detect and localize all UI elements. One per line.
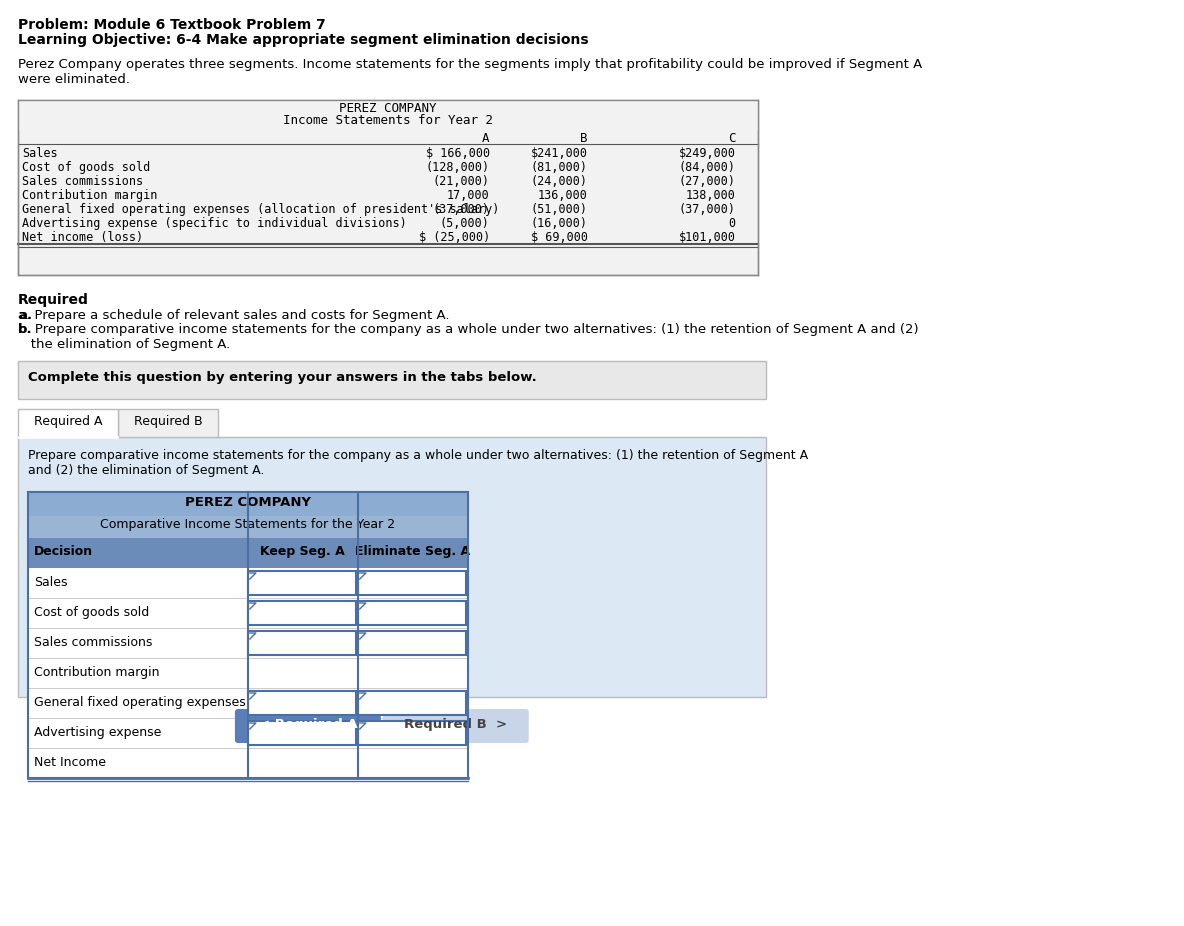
Bar: [358, 721, 465, 745]
Bar: [18, 100, 758, 275]
Bar: [18, 361, 766, 399]
Text: $249,000: $249,000: [678, 147, 735, 160]
Text: Required: Required: [18, 293, 89, 307]
Bar: [118, 409, 218, 437]
Text: Contribution margin: Contribution margin: [34, 666, 160, 679]
Text: Prepare comparative income statements for the company as a whole under two alter: Prepare comparative income statements fo…: [28, 449, 809, 477]
Text: 138,000: 138,000: [686, 189, 735, 202]
Bar: [28, 492, 468, 778]
Text: Cost of goods sold: Cost of goods sold: [22, 161, 150, 174]
Bar: [358, 631, 465, 655]
Text: Contribution margin: Contribution margin: [22, 189, 157, 202]
Text: (27,000): (27,000): [678, 175, 735, 188]
Text: Perez Company operates three segments. Income statements for the segments imply : Perez Company operates three segments. I…: [18, 58, 922, 86]
Text: Required A: Required A: [33, 415, 102, 428]
Text: (51,000): (51,000): [530, 203, 587, 216]
Text: (37,000): (37,000): [432, 203, 490, 216]
Bar: [247, 691, 356, 715]
Text: Required B: Required B: [134, 415, 202, 428]
Text: Sales: Sales: [34, 576, 67, 589]
Bar: [18, 100, 758, 130]
Bar: [247, 721, 356, 745]
Text: $ 166,000: $ 166,000: [425, 147, 490, 160]
Bar: [247, 601, 356, 625]
Text: Comparative Income Statements for the Year 2: Comparative Income Statements for the Ye…: [101, 518, 395, 531]
Text: (21,000): (21,000): [432, 175, 490, 188]
Text: a. Prepare a schedule of relevant sales and costs for Segment A.: a. Prepare a schedule of relevant sales …: [18, 309, 450, 322]
Text: Learning Objective: 6-4 Make appropriate segment elimination decisions: Learning Objective: 6-4 Make appropriate…: [18, 33, 588, 47]
Text: Advertising expense (specific to individual divisions): Advertising expense (specific to individ…: [22, 217, 407, 230]
Bar: [358, 691, 465, 715]
Text: (16,000): (16,000): [530, 217, 587, 230]
Text: Problem: Module 6 Textbook Problem 7: Problem: Module 6 Textbook Problem 7: [18, 18, 326, 32]
Bar: [28, 748, 468, 778]
Text: b. Prepare comparative income statements for the company as a whole under two al: b. Prepare comparative income statements…: [18, 323, 919, 351]
Text: Net Income: Net Income: [34, 756, 107, 769]
FancyBboxPatch shape: [234, 709, 381, 743]
FancyBboxPatch shape: [382, 709, 529, 743]
Text: $ (25,000): $ (25,000): [418, 231, 490, 244]
Bar: [18, 437, 766, 697]
Text: General fixed operating expenses (allocation of president's salary): General fixed operating expenses (alloca…: [22, 203, 500, 216]
Text: 136,000: 136,000: [538, 189, 587, 202]
Text: b.: b.: [18, 323, 33, 336]
Bar: [358, 571, 465, 595]
Text: (128,000): (128,000): [425, 161, 490, 174]
Text: Keep Seg. A: Keep Seg. A: [260, 545, 346, 558]
Text: $241,000: $241,000: [530, 147, 587, 160]
Bar: [247, 631, 356, 655]
Text: Eliminate Seg. A: Eliminate Seg. A: [355, 545, 470, 558]
Bar: [238, 712, 378, 740]
Text: Sales commissions: Sales commissions: [34, 636, 153, 649]
Bar: [28, 492, 468, 516]
Text: Decision: Decision: [34, 545, 94, 558]
Text: (5,000): (5,000): [440, 217, 490, 230]
Bar: [28, 718, 468, 748]
Text: 0: 0: [728, 217, 735, 230]
Text: PEREZ COMPANY: PEREZ COMPANY: [339, 102, 437, 115]
Text: B: B: [580, 132, 587, 145]
Text: $ 69,000: $ 69,000: [530, 231, 587, 244]
Bar: [247, 571, 356, 595]
Text: (81,000): (81,000): [530, 161, 587, 174]
Text: (24,000): (24,000): [530, 175, 587, 188]
Bar: [28, 598, 468, 628]
Bar: [358, 601, 465, 625]
Bar: [28, 516, 468, 538]
Text: (37,000): (37,000): [678, 203, 735, 216]
Text: Complete this question by entering your answers in the tabs below.: Complete this question by entering your …: [28, 371, 536, 384]
Bar: [28, 628, 468, 658]
Text: Sales: Sales: [22, 147, 58, 160]
Bar: [28, 568, 468, 598]
Text: C: C: [728, 132, 735, 145]
Bar: [28, 658, 468, 688]
Text: 17,000: 17,000: [448, 189, 490, 202]
Text: < Required A: < Required A: [258, 718, 358, 731]
Bar: [18, 409, 118, 437]
Text: $101,000: $101,000: [678, 231, 735, 244]
Text: (84,000): (84,000): [678, 161, 735, 174]
Text: Cost of goods sold: Cost of goods sold: [34, 606, 149, 619]
Text: Income Statements for Year 2: Income Statements for Year 2: [283, 114, 493, 127]
Text: PEREZ COMPANY: PEREZ COMPANY: [185, 496, 311, 509]
Bar: [28, 688, 468, 718]
Text: Advertising expense: Advertising expense: [34, 726, 161, 739]
Text: General fixed operating expenses: General fixed operating expenses: [34, 696, 246, 709]
Text: A: A: [482, 132, 490, 145]
Text: Required B  >: Required B >: [404, 718, 507, 731]
Text: Net income (loss): Net income (loss): [22, 231, 143, 244]
Text: Sales commissions: Sales commissions: [22, 175, 143, 188]
Bar: [28, 538, 468, 568]
Text: a.: a.: [18, 309, 32, 322]
